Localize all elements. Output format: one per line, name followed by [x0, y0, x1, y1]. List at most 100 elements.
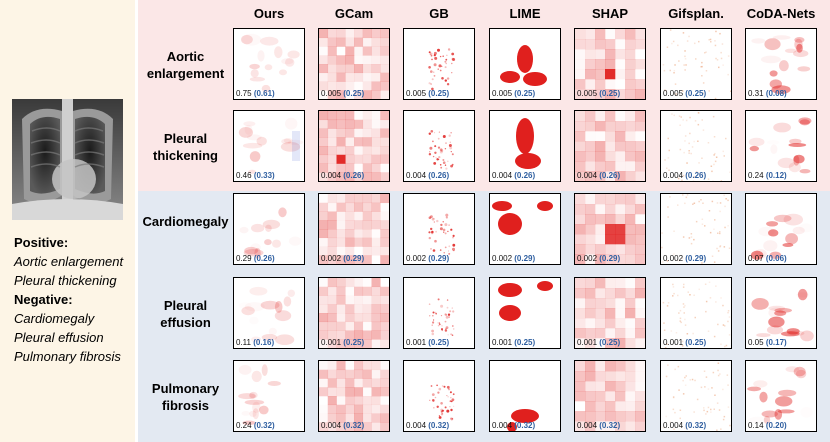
score-value: 0.07	[748, 254, 764, 263]
score-label: 0.004 (0.26)	[406, 171, 449, 180]
attribution-heatmap	[500, 45, 547, 86]
column-header: Gifsplan.	[668, 6, 724, 21]
score-label: 0.002 (0.29)	[577, 254, 620, 263]
attribution-cell: 0.002 (0.29)	[318, 193, 390, 265]
attribution-heatmap	[241, 34, 300, 93]
attribution-cell: 0.004 (0.26)	[660, 110, 732, 182]
attribution-heatmap	[239, 207, 287, 259]
attribution-cell: 0.24 (0.32)	[233, 360, 305, 432]
score-localization: (0.32)	[599, 421, 621, 430]
score-value: 0.002	[321, 254, 342, 263]
attribution-heatmap	[428, 48, 456, 91]
score-label: 0.005 (0.25)	[492, 89, 535, 98]
score-label: 0.001 (0.25)	[577, 338, 620, 347]
score-value: 0.001	[321, 338, 342, 347]
attribution-heatmap	[319, 278, 389, 348]
attribution-heatmap	[575, 278, 645, 348]
attribution-cell: 0.75 (0.61)	[233, 28, 305, 100]
score-label: 0.002 (0.29)	[663, 254, 706, 263]
attribution-cell: 0.005 (0.25)	[318, 28, 390, 100]
score-value: 0.001	[492, 338, 513, 347]
score-value: 0.002	[663, 254, 684, 263]
attribution-heatmap	[428, 213, 456, 255]
score-value: 0.31	[748, 89, 764, 98]
score-label: 0.002 (0.29)	[406, 254, 449, 263]
score-label: 0.004 (0.32)	[663, 421, 706, 430]
column-header: SHAP	[591, 6, 629, 21]
score-localization: (0.08)	[765, 89, 787, 98]
attribution-cell: 0.001 (0.25)	[660, 277, 732, 349]
negative-item: Pleural effusion	[14, 330, 104, 345]
attribution-cell: 0.004 (0.26)	[403, 110, 475, 182]
attribution-cell: 0.005 (0.25)	[489, 28, 561, 100]
attribution-heatmap	[575, 194, 645, 264]
attribution-cell: 0.24 (0.12)	[745, 110, 817, 182]
score-label: 0.001 (0.25)	[492, 338, 535, 347]
score-localization: (0.25)	[428, 338, 450, 347]
attribution-cell: 0.001 (0.25)	[489, 277, 561, 349]
column-header: CoDA-Nets	[746, 6, 816, 21]
score-value: 0.11	[236, 338, 251, 347]
attribution-heatmap	[241, 286, 295, 345]
attribution-cell: 0.07 (0.06)	[745, 193, 817, 265]
attribution-cell: 0.11 (0.16)	[233, 277, 305, 349]
attribution-heatmap	[429, 384, 455, 421]
score-label: 0.07 (0.06)	[748, 254, 787, 263]
score-label: 0.31 (0.08)	[748, 89, 787, 98]
score-label: 0.004 (0.26)	[577, 171, 620, 180]
score-value: 0.24	[748, 171, 764, 180]
score-localization: (0.25)	[343, 338, 365, 347]
score-localization: (0.12)	[765, 171, 787, 180]
row-label: Pleural effusion	[160, 298, 211, 330]
score-label: 0.005 (0.25)	[406, 89, 449, 98]
score-localization: (0.26)	[343, 171, 365, 180]
column-header: LIME	[509, 6, 541, 21]
score-localization: (0.25)	[514, 89, 536, 98]
score-label: 0.001 (0.25)	[663, 338, 706, 347]
score-localization: (0.32)	[685, 421, 707, 430]
row-label: Pulmonary fibrosis	[151, 381, 220, 413]
score-localization: (0.32)	[428, 421, 450, 430]
score-localization: (0.25)	[685, 338, 707, 347]
score-value: 0.004	[663, 421, 684, 430]
score-localization: (0.32)	[514, 421, 536, 430]
score-localization: (0.25)	[343, 89, 365, 98]
attribution-heatmap	[238, 364, 281, 425]
score-value: 0.29	[236, 254, 252, 263]
score-value: 0.004	[492, 171, 513, 180]
attribution-heatmap	[662, 281, 731, 348]
attribution-heatmap	[751, 35, 811, 94]
score-localization: (0.26)	[428, 171, 450, 180]
score-localization: (0.29)	[343, 254, 365, 263]
score-localization: (0.29)	[428, 254, 450, 263]
score-value: 0.004	[577, 171, 598, 180]
score-label: 0.29 (0.26)	[236, 254, 275, 263]
column-header: GCam	[334, 6, 374, 21]
attribution-cell: 0.001 (0.25)	[574, 277, 646, 349]
attribution-heatmap	[661, 194, 731, 264]
score-label: 0.005 (0.25)	[577, 89, 620, 98]
score-label: 0.004 (0.26)	[492, 171, 535, 180]
score-localization: (0.33)	[253, 171, 275, 180]
attribution-cell: 0.004 (0.26)	[318, 110, 390, 182]
score-value: 0.004	[406, 421, 427, 430]
attribution-heatmap	[751, 288, 814, 342]
score-localization: (0.29)	[685, 254, 707, 263]
attribution-heatmap	[428, 130, 454, 170]
attribution-heatmap	[428, 298, 455, 336]
score-value: 0.005	[577, 89, 598, 98]
score-value: 0.001	[663, 338, 684, 347]
column-header: GB	[429, 6, 449, 21]
negative-header: Negative:	[14, 292, 73, 307]
label-legend: Positive: Aortic enlargement Pleural thi…	[14, 233, 123, 366]
score-label: 0.24 (0.12)	[748, 171, 787, 180]
score-localization: (0.25)	[685, 89, 707, 98]
score-localization: (0.26)	[685, 171, 707, 180]
attribution-cell: 0.29 (0.26)	[233, 193, 305, 265]
left-panel	[0, 0, 135, 442]
attribution-heatmap	[575, 29, 645, 99]
attribution-cell: 0.005 (0.25)	[574, 28, 646, 100]
attribution-heatmap	[319, 361, 389, 431]
score-localization: (0.20)	[765, 421, 787, 430]
attribution-heatmap	[319, 111, 389, 181]
